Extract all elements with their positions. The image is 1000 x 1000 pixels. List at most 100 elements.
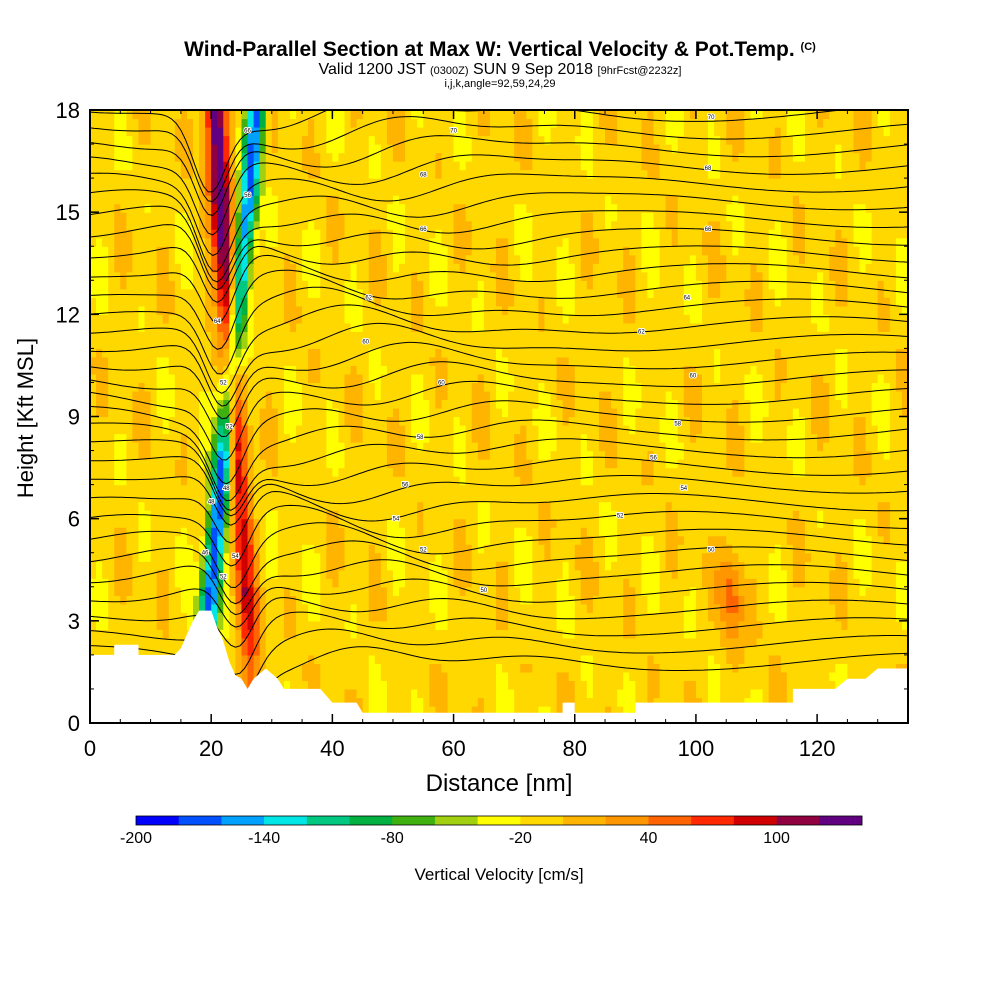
- velocity-cell: [459, 612, 467, 622]
- velocity-cell: [447, 518, 455, 528]
- velocity-cell: [180, 569, 188, 579]
- velocity-cell: [774, 493, 782, 503]
- velocity-cell: [465, 586, 473, 596]
- velocity-cell: [901, 663, 908, 673]
- velocity-cell: [156, 433, 164, 443]
- velocity-cell: [683, 484, 691, 494]
- velocity-cell: [229, 552, 237, 562]
- velocity-cell: [847, 476, 855, 486]
- velocity-cell: [508, 484, 515, 494]
- velocity-cell: [326, 433, 333, 443]
- velocity-cell: [205, 603, 212, 613]
- velocity-cell: [605, 561, 612, 571]
- velocity-cell: [411, 433, 418, 443]
- velocity-cell: [762, 476, 770, 486]
- velocity-cell: [532, 510, 539, 520]
- velocity-cell: [495, 595, 503, 605]
- velocity-cell: [302, 535, 309, 545]
- velocity-cell: [235, 552, 243, 562]
- velocity-cell: [714, 484, 721, 494]
- velocity-cell: [550, 425, 558, 435]
- velocity-cell: [174, 407, 182, 418]
- velocity-cell: [847, 527, 855, 537]
- velocity-cell: [877, 629, 885, 639]
- velocity-cell: [877, 407, 885, 418]
- velocity-cell: [156, 595, 164, 605]
- velocity-cell: [683, 569, 691, 579]
- velocity-cell: [586, 654, 594, 664]
- velocity-cell: [283, 433, 291, 443]
- velocity-cell: [762, 680, 770, 690]
- velocity-cell: [556, 629, 564, 639]
- velocity-cell: [114, 527, 121, 537]
- velocity-cell: [659, 535, 667, 545]
- velocity-cell: [332, 510, 340, 520]
- velocity-cell: [883, 663, 891, 673]
- velocity-cell: [780, 603, 788, 613]
- velocity-cell: [580, 586, 588, 596]
- velocity-cell: [150, 510, 158, 520]
- velocity-cell: [338, 663, 346, 673]
- velocity-cell: [629, 680, 636, 690]
- velocity-cell: [871, 637, 879, 647]
- velocity-cell: [277, 620, 285, 630]
- velocity-cell: [798, 552, 806, 562]
- velocity-cell: [471, 603, 479, 613]
- velocity-cell: [895, 544, 903, 554]
- velocity-cell: [895, 620, 903, 630]
- velocity-cell: [356, 680, 364, 690]
- velocity-cell: [302, 552, 309, 562]
- velocity-cell: [314, 586, 321, 596]
- velocity-cell: [841, 612, 849, 622]
- velocity-cell: [429, 603, 436, 613]
- velocity-cell: [835, 518, 842, 528]
- velocity-cell: [477, 467, 485, 477]
- velocity-cell: [592, 442, 600, 452]
- velocity-cell: [647, 578, 655, 588]
- velocity-cell: [701, 433, 709, 443]
- velocity-cell: [689, 459, 697, 469]
- velocity-cell: [386, 442, 394, 452]
- velocity-cell: [144, 476, 152, 486]
- velocity-cell: [526, 450, 533, 460]
- velocity-cell: [871, 603, 879, 613]
- velocity-cell: [386, 705, 394, 716]
- velocity-cell: [629, 416, 636, 426]
- velocity-cell: [320, 612, 327, 622]
- velocity-cell: [283, 663, 291, 673]
- velocity-cell: [277, 603, 285, 613]
- velocity-cell: [871, 484, 879, 494]
- velocity-cell: [659, 586, 667, 596]
- velocity-cell: [483, 705, 491, 716]
- velocity-cell: [411, 569, 418, 579]
- velocity-cell: [720, 535, 727, 545]
- velocity-cell: [544, 654, 552, 664]
- velocity-cell: [344, 535, 352, 545]
- velocity-cell: [308, 416, 315, 426]
- velocity-cell: [350, 425, 358, 435]
- velocity-cell: [574, 654, 582, 664]
- velocity-cell: [229, 663, 237, 673]
- velocity-cell: [314, 569, 321, 579]
- velocity-cell: [471, 450, 479, 460]
- velocity-cell: [508, 612, 515, 622]
- velocity-cell: [532, 697, 539, 707]
- velocity-cell: [859, 467, 867, 477]
- velocity-cell: [253, 425, 261, 435]
- velocity-cell: [90, 637, 97, 647]
- velocity-cell: [205, 493, 212, 503]
- velocity-cell: [605, 544, 612, 554]
- velocity-cell: [199, 603, 206, 613]
- velocity-cell: [841, 510, 849, 520]
- velocity-cell: [647, 603, 655, 613]
- velocity-cell: [265, 527, 273, 537]
- velocity-cell: [217, 595, 224, 605]
- velocity-cell: [732, 680, 739, 690]
- velocity-cell: [271, 425, 279, 435]
- velocity-cell: [399, 620, 406, 630]
- velocity-cell: [750, 663, 758, 673]
- velocity-cell: [726, 527, 733, 537]
- velocity-cell: [762, 637, 770, 647]
- velocity-cell: [108, 535, 115, 545]
- velocity-cell: [665, 552, 673, 562]
